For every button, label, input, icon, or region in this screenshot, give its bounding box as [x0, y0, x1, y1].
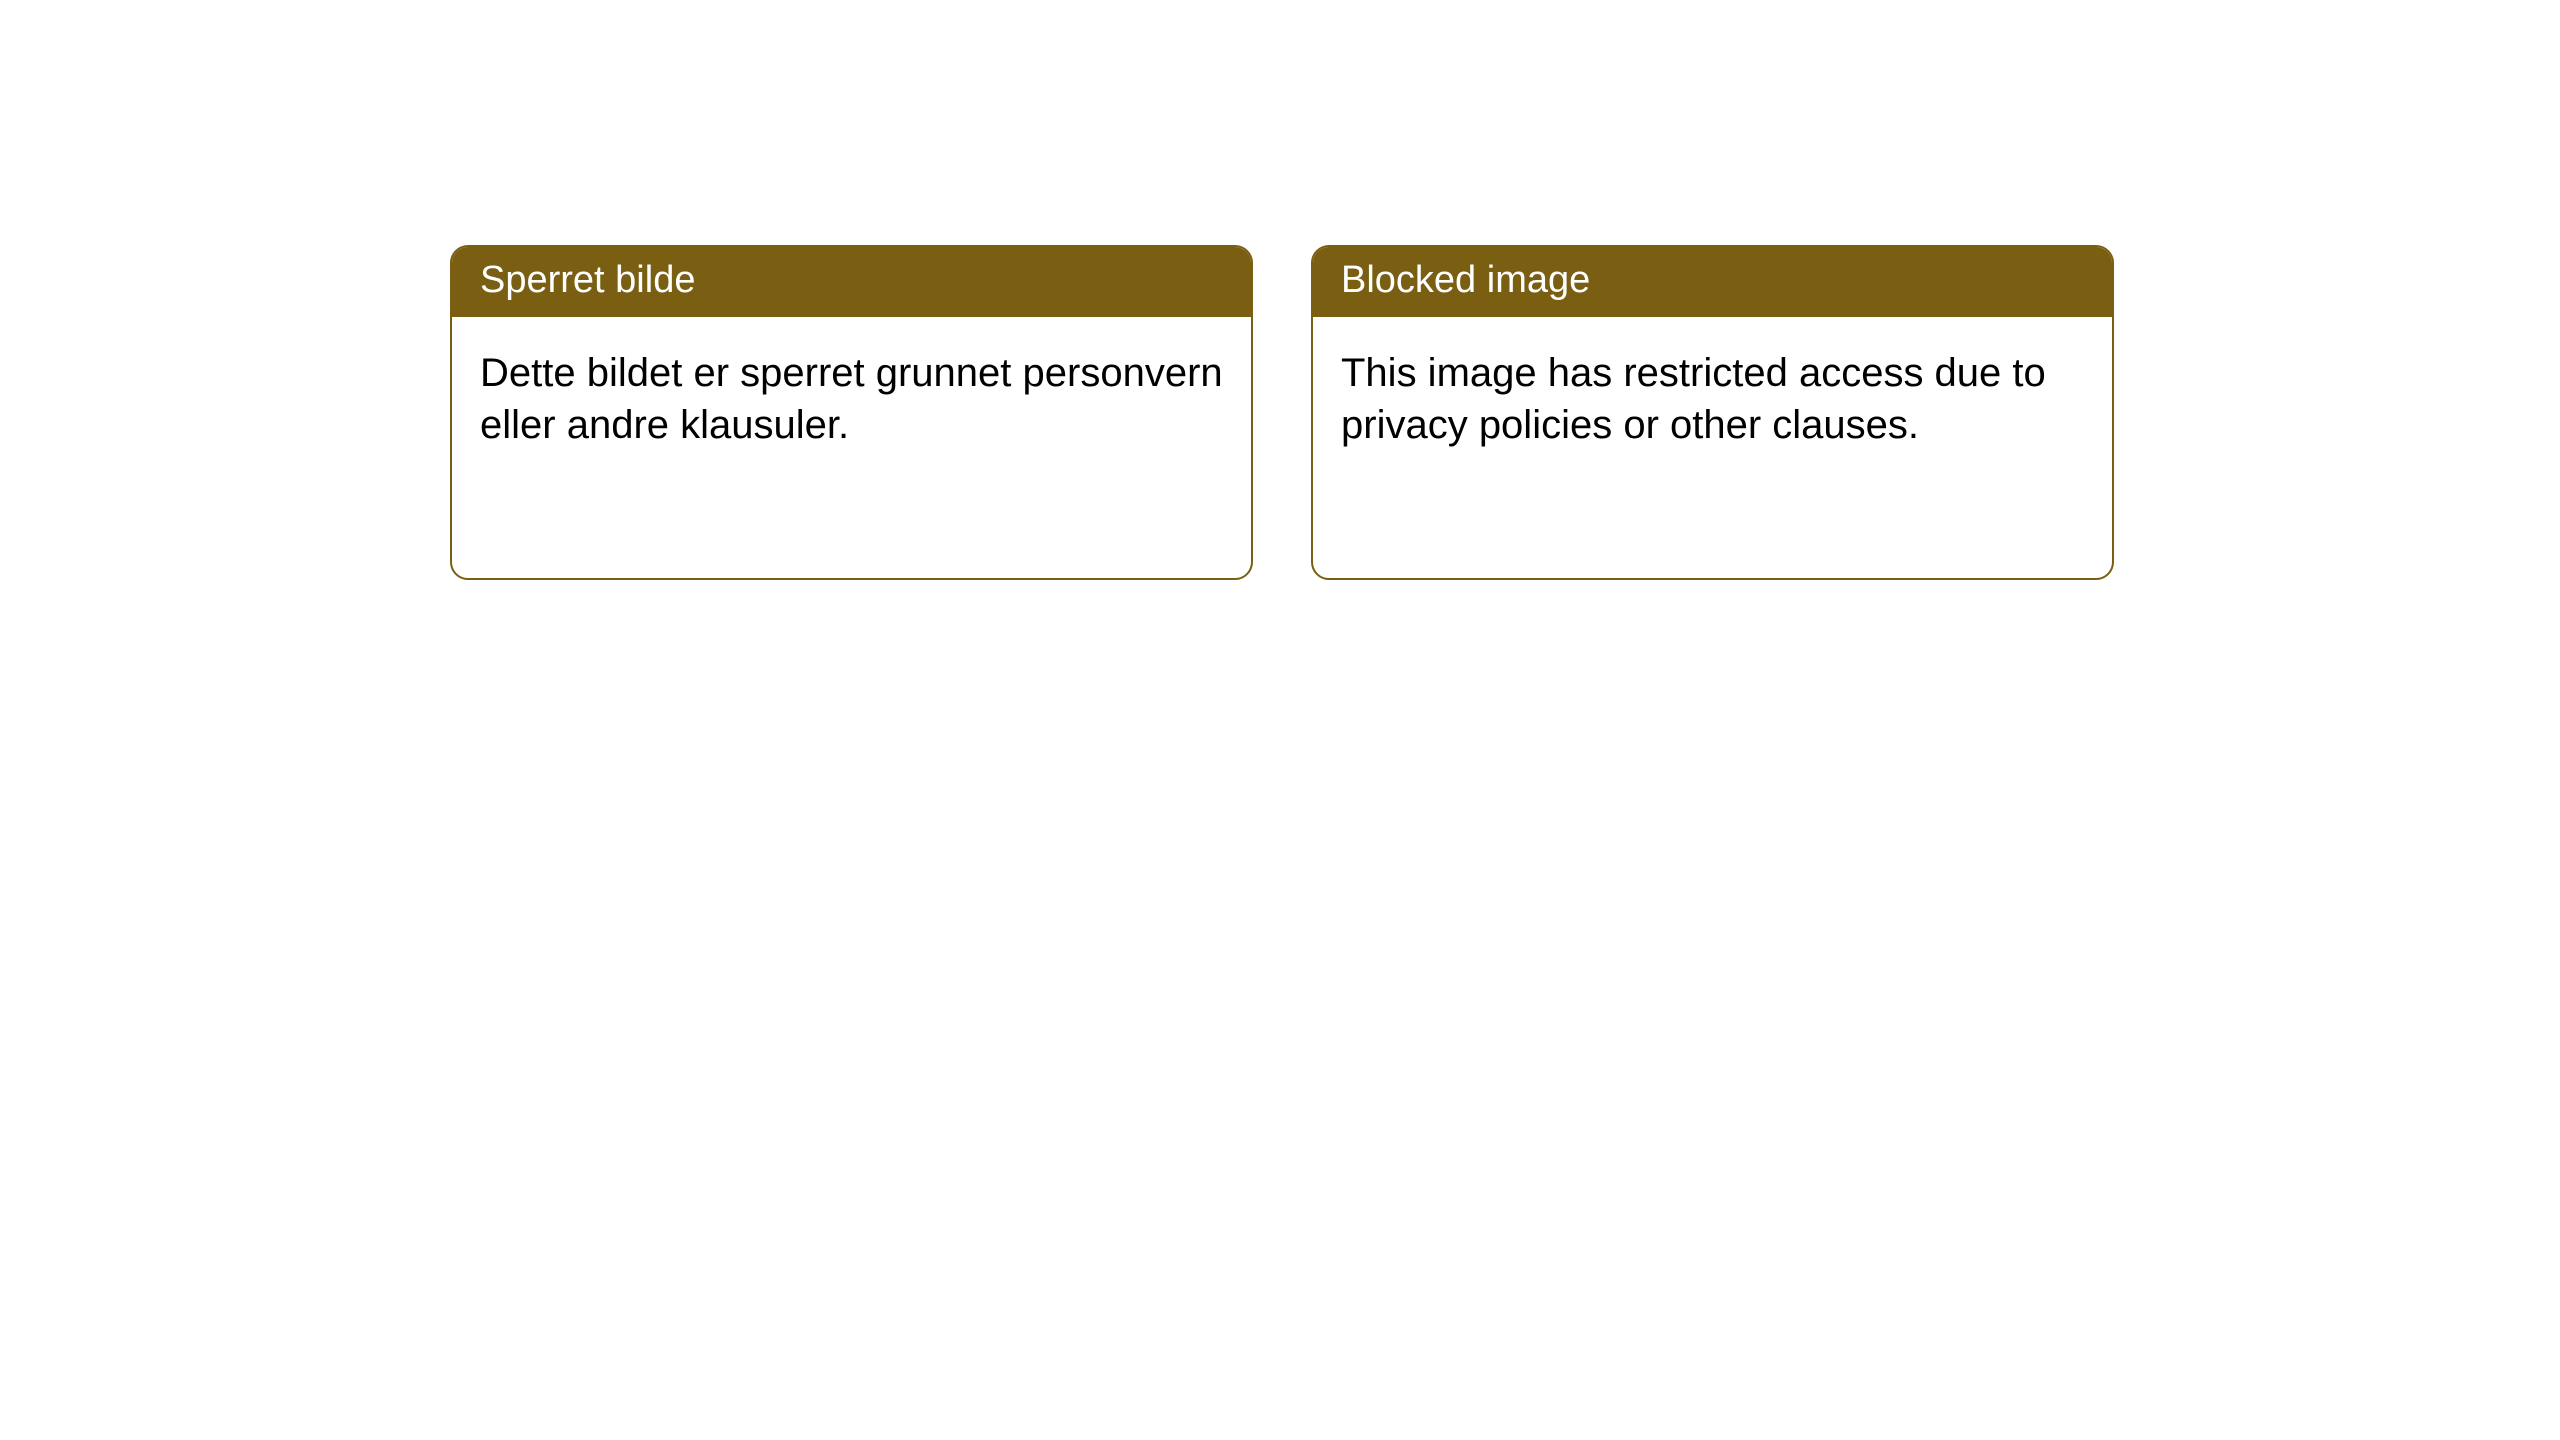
- card-body: Dette bildet er sperret grunnet personve…: [452, 317, 1251, 481]
- notice-card-english: Blocked image This image has restricted …: [1311, 245, 2114, 580]
- card-body: This image has restricted access due to …: [1313, 317, 2112, 481]
- card-header: Blocked image: [1313, 247, 2112, 317]
- card-header: Sperret bilde: [452, 247, 1251, 317]
- notice-container: Sperret bilde Dette bildet er sperret gr…: [0, 0, 2560, 580]
- notice-card-norwegian: Sperret bilde Dette bildet er sperret gr…: [450, 245, 1253, 580]
